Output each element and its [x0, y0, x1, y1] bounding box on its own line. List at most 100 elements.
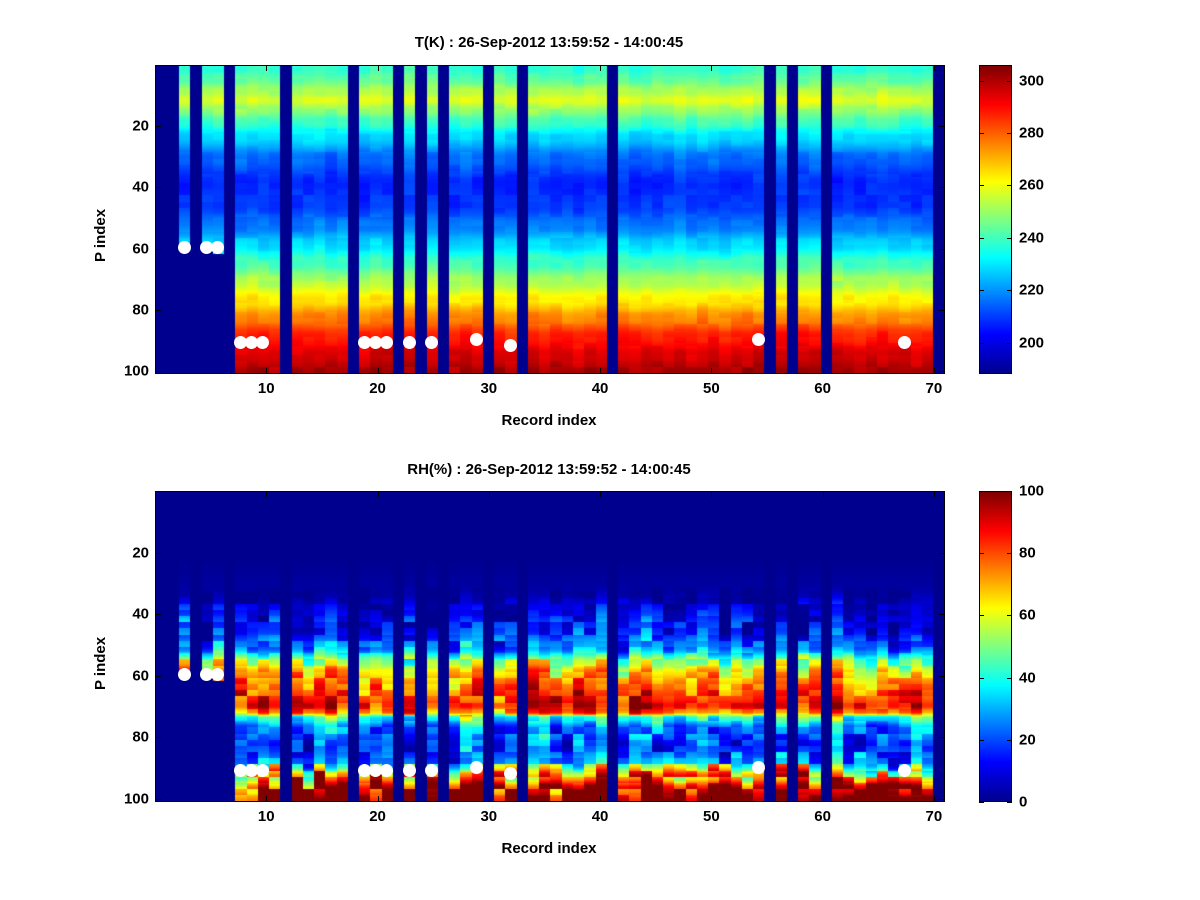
x-tick-mark: [377, 796, 379, 802]
x-tick-label: 20: [369, 380, 386, 397]
x-tick-mark: [377, 368, 379, 374]
colorbar-tick-label: 0: [1019, 793, 1028, 811]
y-tick-mark: [155, 187, 161, 189]
colorbar-tick-mark-right: [1007, 615, 1012, 617]
x-tick-mark-top: [488, 65, 490, 71]
humidity-xaxis-label: Record index: [501, 840, 597, 857]
x-tick-mark-top: [377, 491, 379, 497]
y-tick-mark: [155, 798, 161, 800]
x-tick-mark-top: [933, 491, 935, 497]
x-tick-mark: [933, 796, 935, 802]
x-tick-label: 70: [925, 380, 943, 397]
y-tick-mark-right: [939, 614, 945, 616]
temperature-heatmap-axes[interactable]: [155, 65, 945, 374]
x-tick-mark: [711, 796, 713, 802]
colorbar-tick-mark: [979, 133, 984, 135]
temperature-plot-title: T(K) : 26-Sep-2012 13:59:52 - 14:00:45: [414, 34, 684, 51]
x-tick-label: 60: [814, 808, 831, 825]
x-tick-mark-top: [600, 491, 602, 497]
y-tick-mark: [155, 675, 161, 677]
x-tick-label: 40: [591, 808, 609, 825]
y-tick-label: 100: [123, 790, 149, 808]
colorbar-tick-label: 20: [1019, 731, 1036, 749]
colorbar-tick-mark-right: [1007, 290, 1012, 292]
x-tick-mark-top: [711, 491, 713, 497]
y-tick-mark-right: [939, 552, 945, 554]
colorbar-tick-mark-right: [1007, 237, 1012, 239]
x-tick-mark-top: [377, 65, 379, 71]
x-tick-mark: [488, 368, 490, 374]
humidity-colorbar-gradient: [980, 492, 1011, 801]
x-tick-label: 10: [257, 808, 275, 825]
x-tick-mark: [600, 368, 602, 374]
x-tick-mark-top: [266, 65, 268, 71]
x-tick-label: 10: [257, 380, 275, 397]
y-tick-mark: [155, 248, 161, 250]
x-tick-label: 50: [702, 380, 720, 397]
y-tick-label: 40: [132, 605, 149, 623]
x-tick-mark: [711, 368, 713, 374]
colorbar-tick-mark: [979, 290, 984, 292]
colorbar-tick-mark: [979, 615, 984, 617]
temperature-colorbar[interactable]: [979, 65, 1012, 374]
colorbar-tick-label: 240: [1019, 229, 1045, 247]
x-tick-mark-top: [933, 65, 935, 71]
y-tick-mark: [155, 309, 161, 311]
temperature-heatmap-canvas[interactable]: [156, 66, 944, 373]
x-tick-mark: [600, 796, 602, 802]
y-tick-mark-right: [939, 737, 945, 739]
x-tick-mark: [266, 796, 268, 802]
x-tick-label: 20: [369, 808, 386, 825]
y-tick-mark-right: [939, 309, 945, 311]
y-tick-mark-right: [939, 187, 945, 189]
y-tick-mark: [155, 552, 161, 554]
colorbar-tick-mark: [979, 80, 984, 82]
x-tick-mark-top: [488, 491, 490, 497]
humidity-heatmap-axes[interactable]: [155, 491, 945, 802]
x-tick-label: 30: [480, 380, 498, 397]
humidity-yaxis-label: P index: [92, 636, 109, 690]
temperature-yaxis-label: P index: [92, 208, 109, 262]
colorbar-tick-label: 220: [1019, 281, 1045, 299]
colorbar-tick-mark-right: [1007, 802, 1012, 803]
x-tick-mark: [933, 368, 935, 374]
y-tick-label: 80: [132, 728, 149, 746]
y-tick-label: 60: [132, 240, 149, 258]
colorbar-tick-label: 100: [1019, 482, 1045, 500]
colorbar-tick-mark-right: [1007, 677, 1012, 679]
y-tick-label: 100: [123, 362, 149, 380]
colorbar-tick-mark: [979, 553, 984, 555]
humidity-heatmap-canvas[interactable]: [156, 492, 944, 801]
y-tick-label: 20: [132, 117, 149, 135]
y-tick-mark: [155, 370, 161, 372]
x-tick-mark: [488, 796, 490, 802]
x-tick-label: 40: [591, 380, 609, 397]
colorbar-tick-label: 40: [1019, 669, 1036, 687]
colorbar-tick-mark-right: [1007, 342, 1012, 344]
x-tick-mark-top: [600, 65, 602, 71]
colorbar-tick-mark-right: [1007, 491, 1012, 492]
colorbar-tick-mark-right: [1007, 185, 1012, 187]
colorbar-tick-label: 60: [1019, 606, 1036, 624]
humidity-colorbar[interactable]: [979, 491, 1012, 802]
colorbar-tick-mark: [979, 677, 984, 679]
colorbar-tick-mark-right: [1007, 553, 1012, 555]
colorbar-tick-mark: [979, 739, 984, 741]
x-tick-label: 30: [480, 808, 498, 825]
colorbar-tick-label: 200: [1019, 334, 1045, 352]
y-tick-mark: [155, 614, 161, 616]
y-tick-label: 60: [132, 667, 149, 685]
colorbar-tick-mark: [979, 491, 984, 492]
x-tick-mark: [822, 368, 824, 374]
colorbar-tick-label: 300: [1019, 72, 1045, 90]
colorbar-tick-mark: [979, 237, 984, 239]
x-tick-label: 50: [702, 808, 720, 825]
x-tick-mark-top: [266, 491, 268, 497]
colorbar-tick-label: 80: [1019, 544, 1036, 562]
temperature-colorbar-gradient: [980, 66, 1011, 373]
temperature-xaxis-label: Record index: [501, 412, 597, 429]
y-tick-mark: [155, 737, 161, 739]
y-tick-mark-right: [939, 675, 945, 677]
colorbar-tick-label: 280: [1019, 124, 1045, 142]
colorbar-tick-mark-right: [1007, 133, 1012, 135]
